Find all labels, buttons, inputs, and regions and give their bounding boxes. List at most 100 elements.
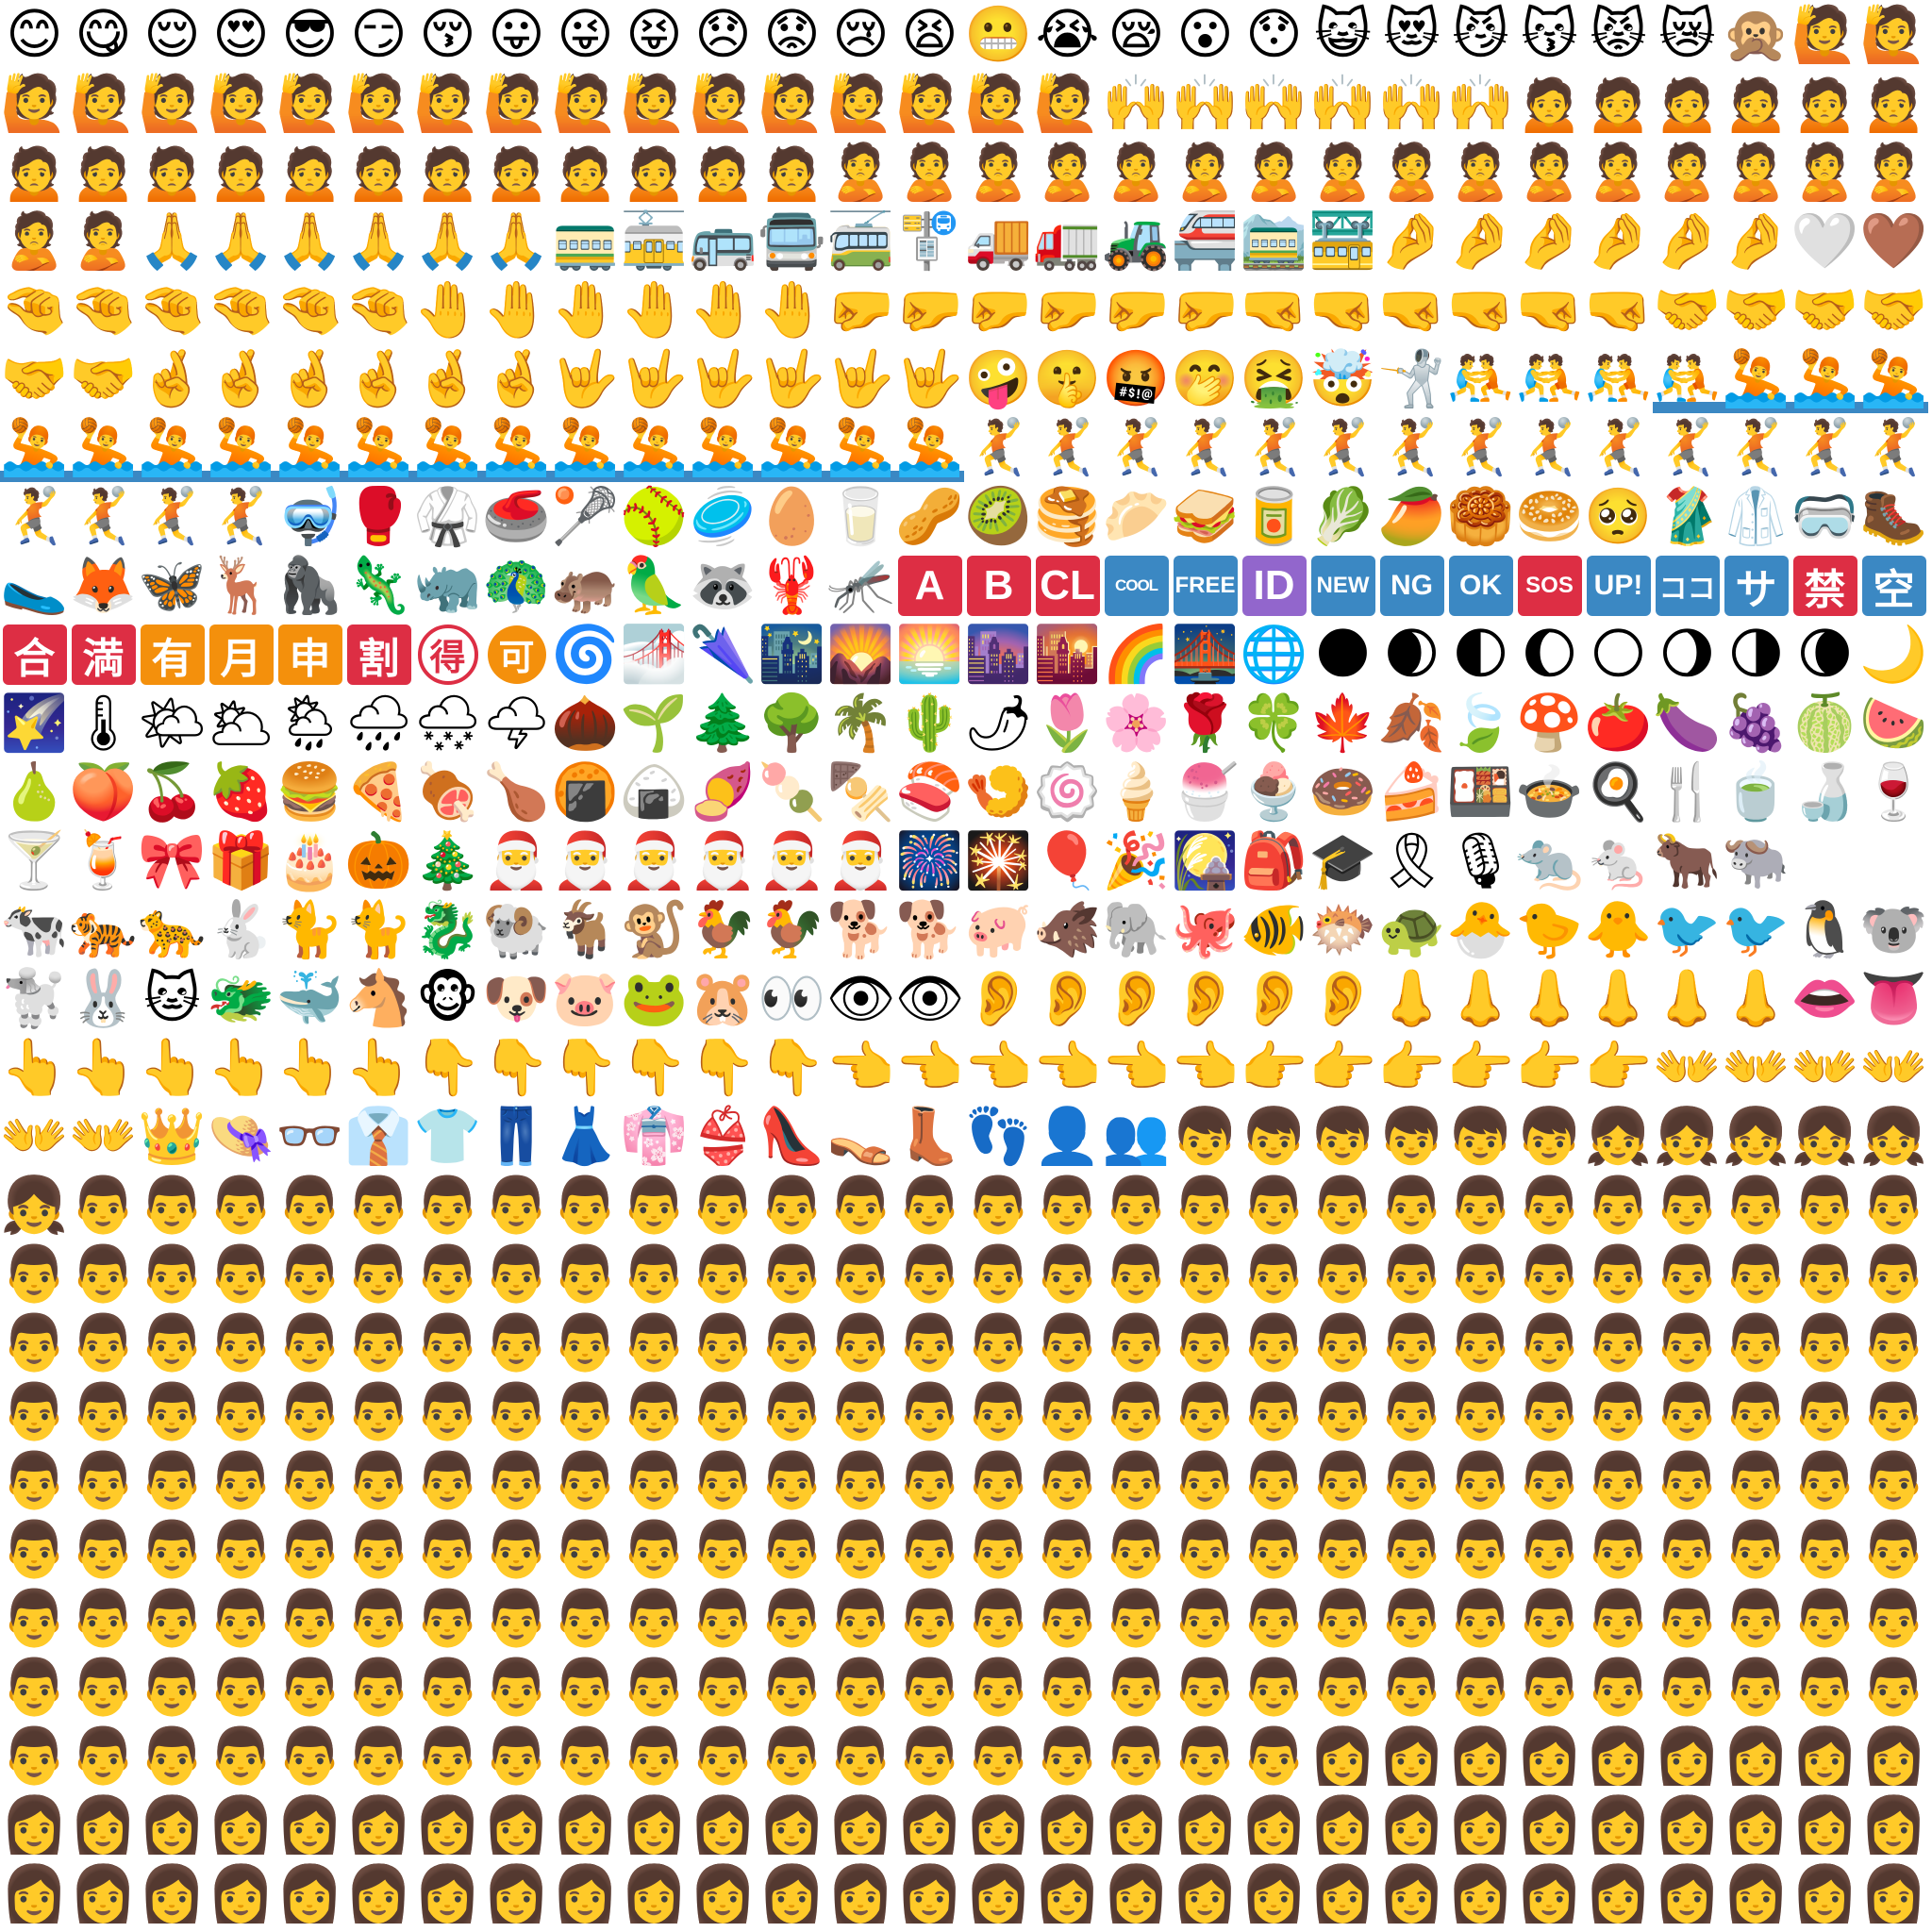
emoji-glyph: 👨 [1308, 1517, 1377, 1581]
emoji-glyph: 👨 [1171, 1448, 1240, 1512]
emoji-cell: 👥 [1102, 1102, 1171, 1171]
emoji-cell: 👇 [620, 1033, 689, 1102]
emoji-cell: 🤾 [1102, 413, 1171, 482]
emoji-cell: 👨 [138, 1584, 207, 1653]
emoji-cell: 👨 [1171, 1722, 1240, 1790]
emoji-cell: 👨 [689, 1171, 758, 1240]
emoji-glyph: 👨 [551, 1379, 620, 1443]
emoji-glyph: 👨 [1033, 1655, 1102, 1719]
emoji-glyph: 👩 [138, 1792, 207, 1857]
emoji-cell: 🤽 [413, 413, 482, 482]
emoji-cell: 🙍 [207, 138, 275, 207]
emoji-cell: 👩 [1102, 1859, 1171, 1928]
emoji-glyph: 👨 [964, 1517, 1033, 1581]
emoji-glyph: 🎅 [551, 828, 620, 892]
emoji-cell: 🥎 [620, 482, 689, 551]
emoji-glyph: 🌩 [482, 691, 551, 755]
emoji-cell: 👨 [826, 1446, 895, 1515]
emoji-cell: 🤽 [138, 413, 207, 482]
emoji-cell: 🚍 [758, 207, 826, 275]
emoji-cell: 👨 [138, 1515, 207, 1584]
emoji-cell: 👨 [1102, 1722, 1171, 1790]
emoji-cell: 👐 [1722, 1033, 1790, 1102]
emoji-cell: 🤚 [620, 275, 689, 344]
emoji-glyph: 👨 [1790, 1586, 1859, 1650]
emoji-glyph: 🍱 [1446, 759, 1515, 824]
emoji-glyph: 🙌 [1102, 71, 1171, 135]
emoji-glyph: 👘 [620, 1104, 689, 1168]
emoji-glyph: 🤯 [1308, 346, 1377, 410]
emoji-glyph: 👐 [0, 1104, 69, 1168]
emoji-cell: 🍀 [1240, 689, 1308, 758]
emoji-glyph: 👨 [1446, 1448, 1515, 1512]
emoji-cell: 🐲 [207, 964, 275, 1033]
emoji-glyph: 👨 [964, 1655, 1033, 1719]
emoji-glyph: 👤 [1033, 1104, 1102, 1168]
emoji-glyph: 🐆 [138, 897, 207, 961]
emoji-cell: 🤌 [1584, 207, 1653, 275]
emoji-glyph: 👨 [1653, 1517, 1722, 1581]
emoji-cell: 👨 [1790, 1446, 1859, 1515]
emoji-cell: 🤭 [1171, 344, 1240, 413]
emoji-cell: 🐱 [138, 964, 207, 1033]
emoji-glyph: 👨 [1859, 1379, 1928, 1443]
emoji-glyph: 👨 [207, 1310, 275, 1374]
emoji-cell: 👨 [964, 1446, 1033, 1515]
emoji-cell: 👨 [964, 1653, 1033, 1722]
emoji-glyph: 🙍 [1722, 71, 1790, 135]
emoji-cell: 申 [275, 620, 344, 689]
emoji-glyph: 👩 [1240, 1792, 1308, 1857]
badge-square: COOL [1104, 555, 1169, 616]
emoji-cell: 🙏 [413, 207, 482, 275]
emoji-cell: 🙍 [1653, 69, 1722, 138]
emoji-cell: 👨 [964, 1722, 1033, 1790]
emoji-glyph: 🦌 [207, 553, 275, 617]
emoji-glyph: 🤍 [1790, 208, 1859, 273]
emoji-cell: 👨 [895, 1584, 964, 1653]
emoji-cell: 👨 [1240, 1240, 1308, 1308]
emoji-glyph: 🙍 [482, 140, 551, 204]
emoji-cell: 👨 [1859, 1653, 1928, 1722]
emoji-glyph: 👂 [1102, 966, 1171, 1030]
emoji-cell: 🙋 [758, 69, 826, 138]
emoji-glyph: 👨 [344, 1448, 413, 1512]
emoji-cell: 🌀 [551, 620, 620, 689]
emoji-glyph: 🥞 [1033, 484, 1102, 548]
emoji-glyph: 🙋 [1033, 71, 1102, 135]
emoji-cell: 🍸 [0, 826, 69, 895]
emoji-cell: 👨 [1653, 1171, 1722, 1240]
emoji-cell: 👨 [482, 1722, 551, 1790]
emoji-cell: 👨 [620, 1653, 689, 1722]
emoji-cell: NG [1377, 551, 1446, 620]
emoji-cell: 👨 [964, 1584, 1033, 1653]
emoji-cell: 👐 [1790, 1033, 1859, 1102]
emoji-cell: 😏 [344, 0, 413, 69]
emoji-cell: 🙌 [1308, 69, 1377, 138]
badge-square: 有 [140, 624, 205, 685]
emoji-cell: 👦 [1308, 1102, 1377, 1171]
emoji-glyph: 🙍 [620, 140, 689, 204]
emoji-glyph: 🌆 [964, 622, 1033, 686]
emoji-cell: 👩 [482, 1790, 551, 1859]
emoji-glyph: 🍥 [1033, 759, 1102, 824]
emoji-cell: 🙍 [689, 138, 758, 207]
emoji-cell: 👨 [1790, 1653, 1859, 1722]
emoji-glyph: 👨 [551, 1724, 620, 1788]
emoji-glyph: 👨 [1515, 1310, 1584, 1374]
emoji-glyph: 👨 [1102, 1517, 1171, 1581]
emoji-glyph: 🤽 [344, 415, 413, 479]
emoji-cell: 🤞 [275, 344, 344, 413]
emoji-glyph: 👐 [1790, 1035, 1859, 1099]
emoji-cell: 👨 [620, 1722, 689, 1790]
emoji-glyph: 🤚 [758, 277, 826, 341]
emoji-cell: 🥊 [344, 482, 413, 551]
emoji-glyph: 👩 [620, 1792, 689, 1857]
emoji-cell: 👆 [69, 1033, 138, 1102]
emoji-cell: 🤟 [689, 344, 758, 413]
emoji-glyph: 🐸 [620, 966, 689, 1030]
emoji-cell: 👩 [344, 1859, 413, 1928]
emoji-glyph: 🤽 [689, 415, 758, 479]
emoji-cell: 🦞 [758, 551, 826, 620]
emoji-cell: 👧 [1584, 1102, 1653, 1171]
emoji-glyph: 👨 [482, 1448, 551, 1512]
